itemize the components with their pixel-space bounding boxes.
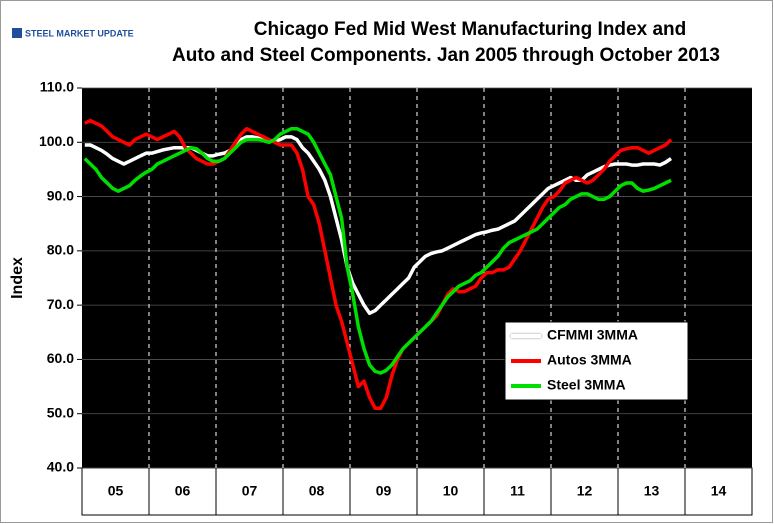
- x-tick-label: 06: [175, 483, 191, 499]
- chart-title: Chicago Fed Mid West Manufacturing Index…: [254, 19, 686, 40]
- x-tick-label: 07: [242, 483, 258, 499]
- y-tick-label: 70.0: [47, 296, 74, 312]
- x-tick-label: 08: [309, 483, 325, 499]
- y-tick-label: 60.0: [47, 350, 74, 366]
- legend-label: Steel 3MMA: [547, 377, 626, 393]
- logo-text: STEEL MARKET UPDATE: [25, 28, 134, 38]
- y-tick-label: 50.0: [47, 404, 74, 420]
- x-tick-label: 14: [711, 483, 727, 499]
- y-tick-label: 80.0: [47, 242, 74, 258]
- y-tick-label: 40.0: [47, 459, 74, 475]
- plot-area: [82, 88, 752, 468]
- y-tick-label: 100.0: [39, 133, 74, 149]
- x-tick-label: 05: [108, 483, 124, 499]
- logo: STEEL MARKET UPDATE: [12, 28, 134, 38]
- series-line: [83, 126, 672, 375]
- x-tick-label: 13: [644, 483, 660, 499]
- chart-title: Auto and Steel Components. Jan 2005 thro…: [172, 45, 720, 66]
- logo-mark: [12, 28, 22, 38]
- y-axis-title: Index: [9, 257, 26, 299]
- legend-label: CFMMI 3MMA: [547, 327, 638, 343]
- series-line: [84, 118, 673, 411]
- x-tick-label: 12: [577, 483, 593, 499]
- x-tick-label: 09: [376, 483, 392, 499]
- y-tick-label: 90.0: [47, 187, 74, 203]
- y-tick-label: 110.0: [40, 79, 74, 95]
- x-tick-label: 11: [510, 483, 525, 499]
- legend-label: Autos 3MMA: [547, 352, 632, 368]
- x-tick-label: 10: [443, 483, 459, 499]
